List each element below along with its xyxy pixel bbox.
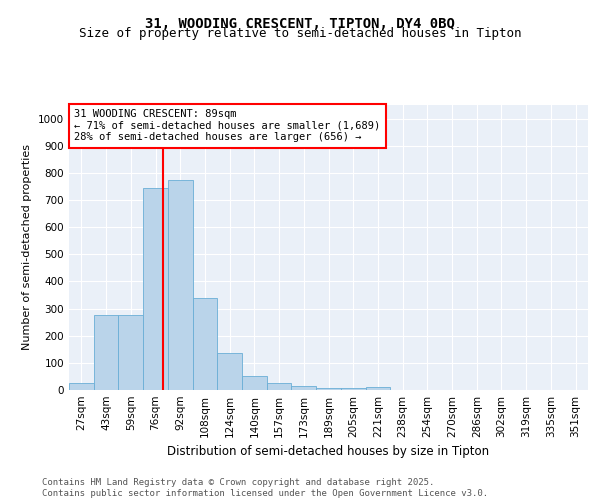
Bar xyxy=(143,188,168,390)
Bar xyxy=(365,386,390,390)
Bar xyxy=(242,376,267,390)
Bar xyxy=(316,388,341,390)
Text: Contains HM Land Registry data © Crown copyright and database right 2025.
Contai: Contains HM Land Registry data © Crown c… xyxy=(42,478,488,498)
Bar xyxy=(69,383,94,390)
Y-axis label: Number of semi-detached properties: Number of semi-detached properties xyxy=(22,144,32,350)
Text: 31 WOODING CRESCENT: 89sqm
← 71% of semi-detached houses are smaller (1,689)
28%: 31 WOODING CRESCENT: 89sqm ← 71% of semi… xyxy=(74,110,380,142)
Bar xyxy=(193,298,217,390)
Bar xyxy=(168,180,193,390)
X-axis label: Distribution of semi-detached houses by size in Tipton: Distribution of semi-detached houses by … xyxy=(167,446,490,458)
Bar xyxy=(292,386,316,390)
Bar xyxy=(217,354,242,390)
Text: Size of property relative to semi-detached houses in Tipton: Size of property relative to semi-detach… xyxy=(79,28,521,40)
Bar xyxy=(118,316,143,390)
Bar xyxy=(267,383,292,390)
Bar xyxy=(341,388,365,390)
Text: 31, WOODING CRESCENT, TIPTON, DY4 0BQ: 31, WOODING CRESCENT, TIPTON, DY4 0BQ xyxy=(145,18,455,32)
Bar xyxy=(94,316,118,390)
